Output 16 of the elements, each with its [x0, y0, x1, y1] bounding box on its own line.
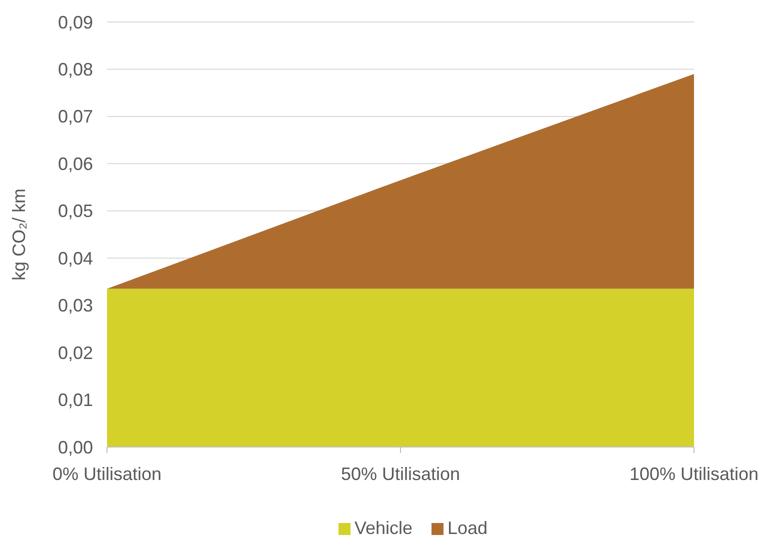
- y-tick-label: 0,05: [58, 201, 93, 222]
- y-tick-label: 0,03: [58, 296, 93, 316]
- x-tick-label: 0% Utilisation: [52, 464, 162, 484]
- x-tick-label: 100% Utilisation: [629, 464, 759, 484]
- y-axis-title: kg CO₂/ km: [9, 188, 29, 280]
- y-tick-label: 0,00: [58, 437, 93, 458]
- x-tick-label: 50% Utilisation: [340, 464, 460, 484]
- y-tick-label: 0,06: [58, 154, 93, 174]
- y-tick-label: 0,08: [58, 60, 93, 80]
- legend-label: Load: [448, 518, 488, 538]
- y-tick-label: 0,07: [58, 106, 93, 127]
- legend-label: Vehicle: [354, 518, 413, 538]
- y-tick-label: 0,01: [58, 390, 93, 410]
- y-tick-label: 0,02: [58, 342, 93, 363]
- y-tick-label: 0,09: [58, 12, 93, 32]
- y-tick-label: 0,04: [58, 248, 93, 268]
